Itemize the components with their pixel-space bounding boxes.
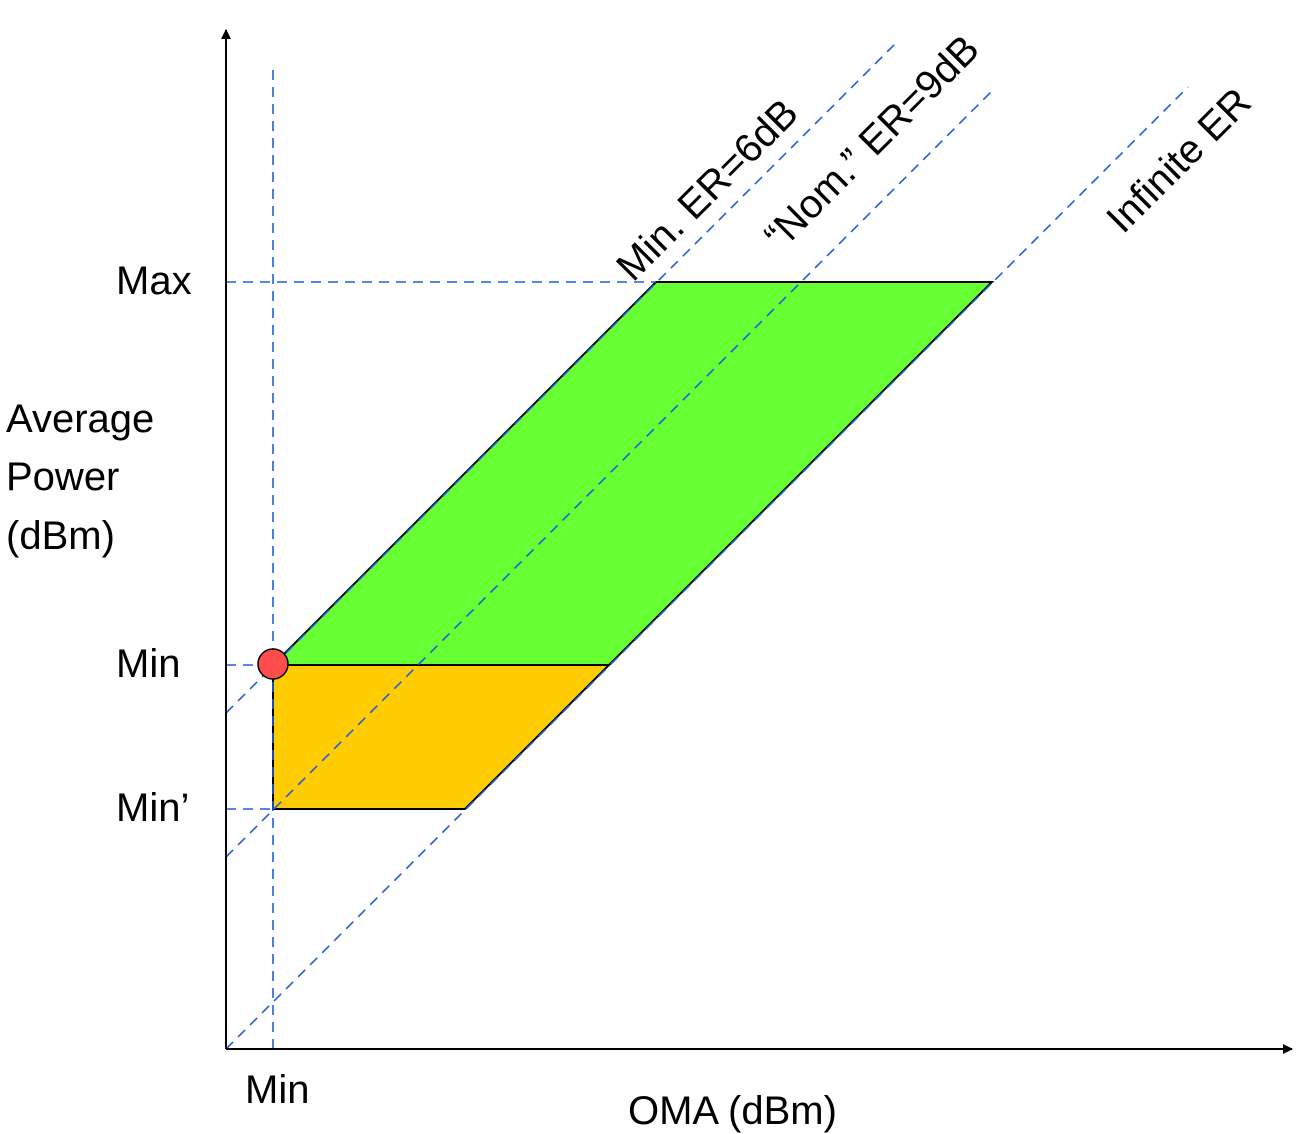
infinite-er-line bbox=[225, 86, 1189, 1050]
nom-er-line bbox=[225, 87, 996, 858]
green-region bbox=[270, 281, 995, 666]
y-axis-label-line-2: Power bbox=[6, 455, 119, 499]
y-tick-min: Min bbox=[116, 642, 180, 686]
y-tick-max: Max bbox=[116, 259, 192, 303]
amber-region bbox=[272, 664, 612, 810]
y-tick-min-prime: Min’ bbox=[116, 786, 189, 830]
infinite-er-label: Infinite ER bbox=[1098, 80, 1260, 242]
y-axis-label-line-1: Average bbox=[6, 397, 154, 441]
x-tick-min: Min bbox=[245, 1068, 309, 1112]
min-point-marker bbox=[257, 648, 289, 680]
min-er-label: Min. ER=6dB bbox=[608, 91, 807, 290]
x-axis-label: OMA (dBm) bbox=[628, 1089, 837, 1133]
y-axis-label-line-3: (dBm) bbox=[6, 514, 115, 558]
min-er-line bbox=[225, 41, 898, 714]
nom-er-label: “Nom.” ER=9dB bbox=[756, 27, 988, 259]
